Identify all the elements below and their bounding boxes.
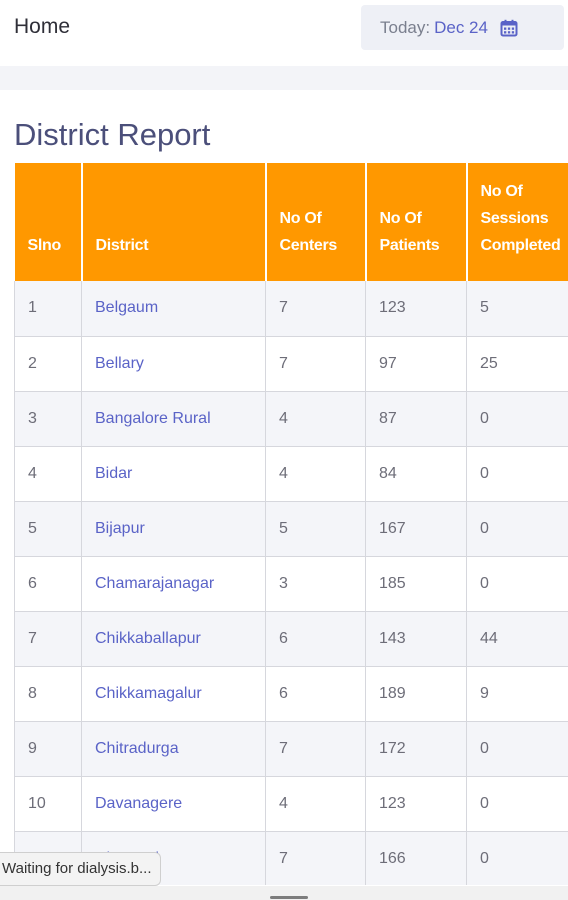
page-title: District Report	[14, 117, 211, 152]
table-body: 1 Belgaum 7 123 5 2 Bellary 7 97 25 3 Bangalore Rur…	[14, 281, 568, 885]
cell-sessions: 0	[466, 776, 568, 832]
cell-patients: 97	[365, 336, 467, 392]
loading-status-bubble: Waiting for dialysis.b...	[0, 852, 161, 886]
calendar-icon[interactable]	[500, 19, 518, 37]
table-row: 4 Bidar 4 84 0	[14, 446, 568, 502]
cell-centers: 6	[265, 611, 366, 667]
cell-slno: 10	[14, 776, 82, 832]
cell-patients: 84	[365, 446, 467, 502]
cell-slno: 5	[14, 501, 82, 557]
header-district: District	[81, 163, 267, 281]
header-patients: No Of Patients	[365, 163, 468, 281]
table-row: 3 Bangalore Rural 4 87 0	[14, 391, 568, 447]
cell-slno: 2	[14, 336, 82, 392]
header-text: Slno	[27, 237, 62, 254]
cell-patients: 189	[365, 666, 467, 722]
cell-centers: 4	[265, 446, 366, 502]
cell-sessions: 0	[466, 721, 568, 777]
cell-centers: 7	[265, 336, 366, 392]
cell-centers: 3	[265, 556, 366, 612]
cell-patients: 167	[365, 501, 467, 557]
table-row: 10 Davanagere 4 123 0	[14, 776, 568, 832]
scroll-handle[interactable]	[270, 896, 308, 899]
cell-patients: 123	[365, 281, 467, 337]
cell-centers: 7	[265, 721, 366, 777]
district-link[interactable]: Chitradurga	[81, 721, 266, 777]
cell-centers: 7	[265, 831, 366, 885]
cell-sessions: 25	[466, 336, 568, 392]
home-link[interactable]: Home	[14, 15, 71, 38]
cell-sessions: 0	[466, 446, 568, 502]
header-text: District	[95, 237, 149, 254]
cell-centers: 7	[265, 281, 366, 337]
table-row: 8 Chikkamagalur 6 189 9	[14, 666, 568, 722]
cell-slno: 6	[14, 556, 82, 612]
table-header-row: Slno District No Of Centers No Of Patients No …	[14, 163, 568, 281]
cell-patients: 185	[365, 556, 467, 612]
cell-patients: 172	[365, 721, 467, 777]
district-link[interactable]: Davanagere	[81, 776, 266, 832]
cell-sessions: 9	[466, 666, 568, 722]
cell-centers: 6	[265, 666, 366, 722]
cell-sessions: 44	[466, 611, 568, 667]
cell-patients: 143	[365, 611, 467, 667]
table-row: 2 Bellary 7 97 25	[14, 336, 568, 392]
cell-slno: 1	[14, 281, 82, 337]
header-text: Centers	[279, 237, 338, 254]
header-text: Completed	[480, 237, 561, 254]
district-link[interactable]: Bidar	[81, 446, 266, 502]
header-centers: No Of Centers	[265, 163, 367, 281]
cell-patients: 87	[365, 391, 467, 447]
table-row: 9 Chitradurga 7 172 0	[14, 721, 568, 777]
cell-sessions: 0	[466, 391, 568, 447]
cell-sessions: 0	[466, 831, 568, 885]
today-date-chip[interactable]: Today: Dec 24	[361, 5, 564, 50]
district-link[interactable]: Chikkaballapur	[81, 611, 266, 667]
district-link[interactable]: Chamarajanagar	[81, 556, 266, 612]
table-row: 6 Chamarajanagar 3 185 0	[14, 556, 568, 612]
table-row: 7 Chikkaballapur 6 143 44	[14, 611, 568, 667]
cell-patients: 123	[365, 776, 467, 832]
district-report-table: Slno District No Of Centers No Of Patients No …	[14, 163, 568, 885]
cell-slno: 8	[14, 666, 82, 722]
cell-centers: 5	[265, 501, 366, 557]
district-link[interactable]: Bijapur	[81, 501, 266, 557]
header-text: No Of	[379, 210, 422, 227]
header-divider	[0, 66, 568, 90]
district-link[interactable]: Belgaum	[81, 281, 266, 337]
header-slno: Slno	[14, 163, 83, 281]
district-link[interactable]: Bellary	[81, 336, 266, 392]
cell-centers: 4	[265, 391, 366, 447]
cell-sessions: 5	[466, 281, 568, 337]
cell-slno: 7	[14, 611, 82, 667]
district-table-container[interactable]: Slno District No Of Centers No Of Patients No …	[14, 163, 568, 885]
today-value: Dec 24	[434, 17, 488, 37]
cell-sessions: 0	[466, 556, 568, 612]
cell-slno: 9	[14, 721, 82, 777]
bottom-bar	[0, 886, 568, 900]
header-text: Sessions	[480, 210, 549, 227]
header-text: Patients	[379, 237, 440, 254]
cell-slno: 4	[14, 446, 82, 502]
table-row: 1 Belgaum 7 123 5	[14, 281, 568, 337]
header-text: No Of	[279, 210, 322, 227]
district-link[interactable]: Bangalore Rural	[81, 391, 266, 447]
header-sessions: No Of Sessions Completed	[466, 163, 568, 281]
cell-patients: 166	[365, 831, 467, 885]
cell-sessions: 0	[466, 501, 568, 557]
cell-slno: 3	[14, 391, 82, 447]
cell-centers: 4	[265, 776, 366, 832]
today-label: Today:	[380, 17, 431, 37]
table-row: 5 Bijapur 5 167 0	[14, 501, 568, 557]
top-bar: Home Today: Dec 24	[0, 0, 568, 66]
district-link[interactable]: Chikkamagalur	[81, 666, 266, 722]
header-text: No Of	[480, 183, 523, 200]
